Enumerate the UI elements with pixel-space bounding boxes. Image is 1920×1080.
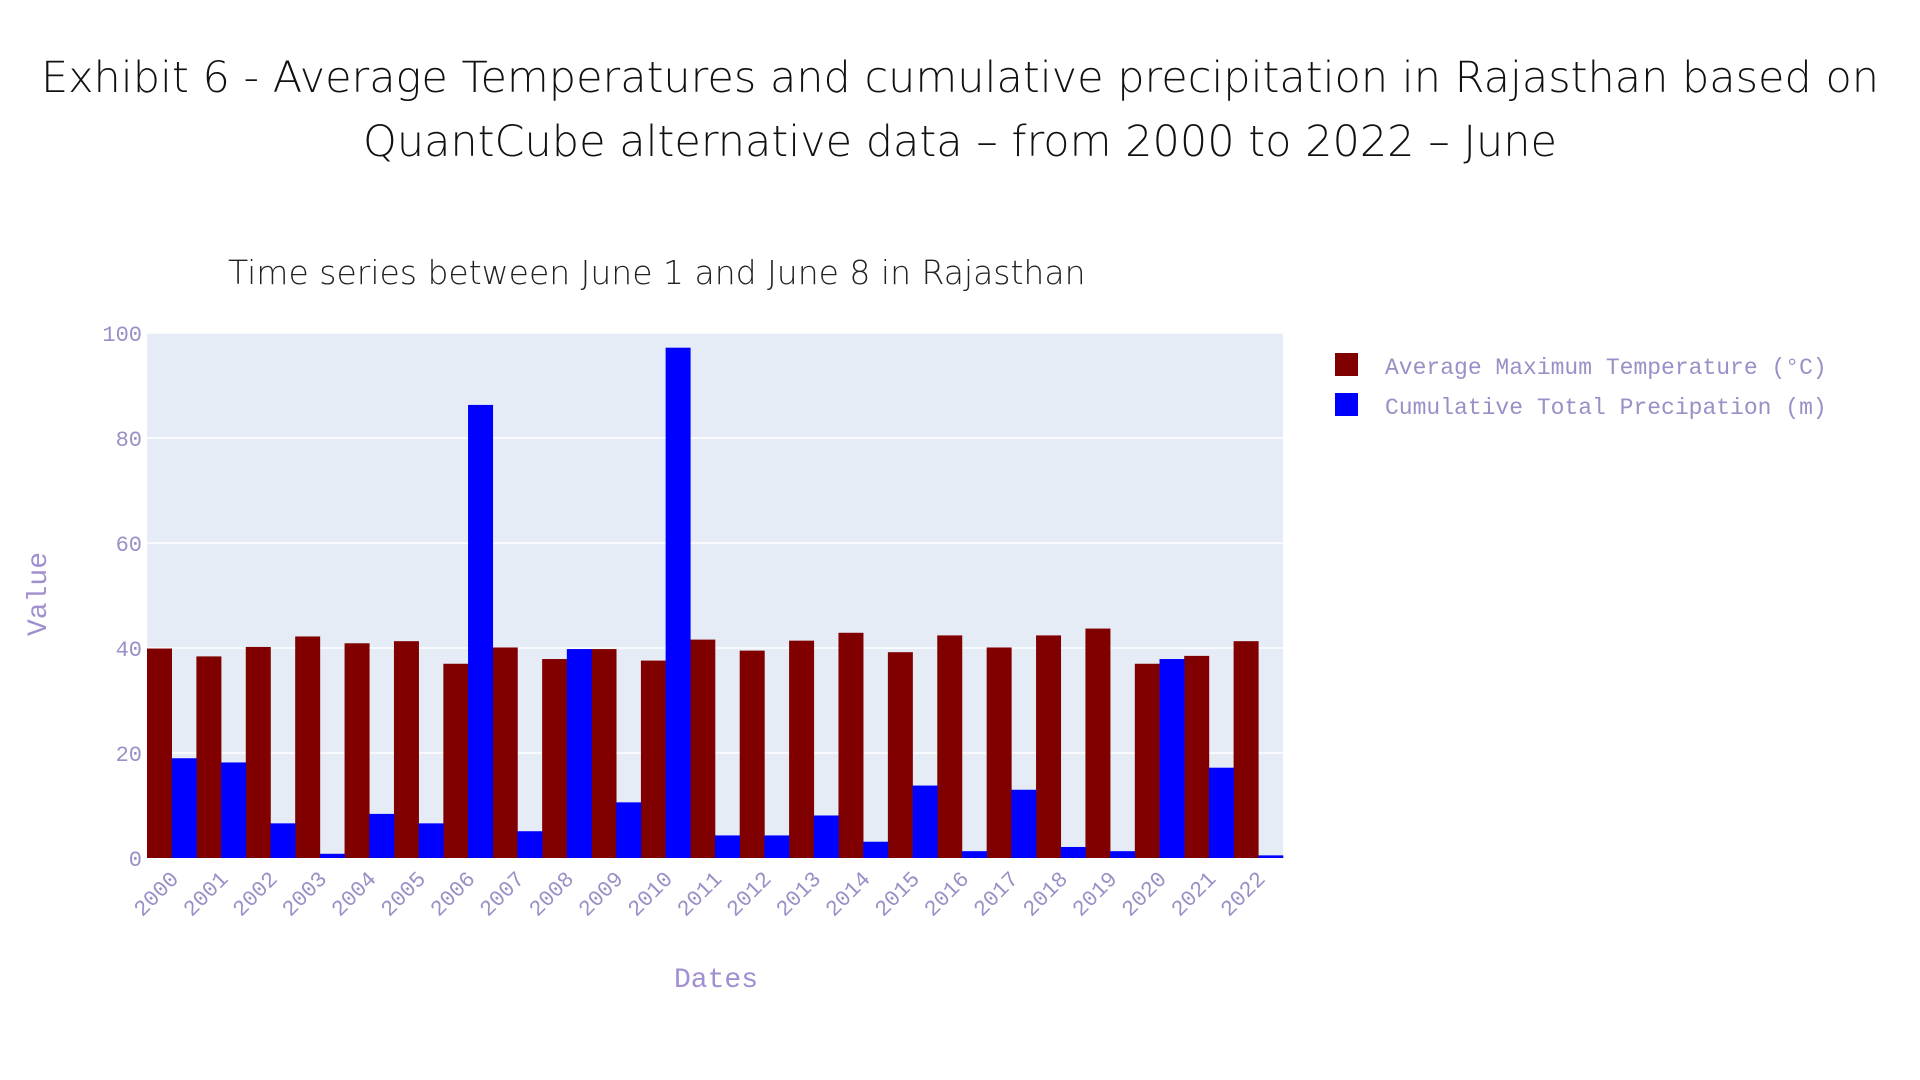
y-tick-label: 100	[102, 323, 142, 348]
x-tick-label: 2013	[772, 867, 827, 922]
y-tick-label: 60	[116, 533, 142, 558]
bar-temperature-2019	[1085, 628, 1111, 858]
bar-temperature-2020	[1134, 663, 1160, 858]
bar-precipitation-2009	[616, 802, 642, 858]
x-tick-label: 2020	[1117, 867, 1172, 922]
bar-temperature-2002	[245, 646, 271, 858]
x-tick-label: 2006	[426, 867, 481, 922]
y-tick-label: 20	[116, 743, 142, 768]
x-axis-label: Dates	[674, 965, 758, 996]
x-tick-label: 2010	[624, 867, 679, 922]
bar-precipitation-2019	[1110, 851, 1136, 858]
bar-precipitation-2018	[1060, 846, 1086, 858]
bar-precipitation-2022	[1258, 855, 1284, 858]
bar-temperature-2021	[1184, 655, 1210, 858]
bar-precipitation-2004	[369, 813, 395, 858]
bar-temperature-2005	[393, 641, 419, 858]
x-tick-label: 2017	[969, 867, 1024, 922]
legend-item-precipitation[interactable]: Cumulative Total Precipation (m)	[1335, 393, 1827, 421]
y-tick-label: 80	[116, 428, 142, 453]
bar-temperature-2009	[591, 649, 617, 858]
bar-temperature-2016	[937, 635, 963, 858]
bar-temperature-2004	[344, 643, 370, 858]
x-tick-label: 2021	[1167, 867, 1222, 922]
bar-temperature-2000	[147, 648, 172, 858]
x-tick-label: 2019	[1068, 867, 1123, 922]
x-tick-label: 2003	[278, 867, 333, 922]
bar-precipitation-2001	[221, 762, 247, 858]
y-axis-ticks: 0 20 40 60 80 100	[102, 323, 142, 873]
bar-precipitation-2005	[418, 823, 444, 858]
bar-precipitation-2014	[863, 841, 889, 858]
x-tick-label: 2011	[673, 867, 728, 922]
bar-temperature-2003	[295, 636, 321, 858]
bar-temperature-2013	[789, 640, 815, 858]
bar-temperature-2018	[1036, 635, 1062, 858]
x-axis-ticks: 2000200120022003200420052006200720082009…	[130, 867, 1272, 922]
bar-precipitation-2007	[517, 831, 543, 858]
y-axis-label: Value	[24, 552, 55, 636]
bar-precipitation-2013	[813, 815, 839, 858]
x-tick-label: 2002	[228, 867, 283, 922]
legend-label: Cumulative Total Precipation (m)	[1385, 395, 1827, 421]
bar-temperature-2017	[986, 647, 1012, 858]
x-tick-label: 2014	[821, 867, 876, 922]
legend-label: Average Maximum Temperature (°C)	[1385, 355, 1827, 381]
bar-temperature-2022	[1233, 641, 1259, 858]
y-tick-label: 0	[129, 848, 142, 873]
bar-temperature-2006	[443, 663, 469, 858]
bar-precipitation-2017	[1011, 789, 1037, 858]
bar-temperature-2001	[196, 656, 222, 858]
bar-temperature-2007	[492, 647, 518, 858]
y-tick-label: 40	[116, 638, 142, 663]
bar-precipitation-2010	[665, 347, 691, 858]
bar-temperature-2008	[542, 659, 568, 858]
x-tick-label: 2000	[130, 867, 185, 922]
x-tick-label: 2016	[920, 867, 975, 922]
bar-precipitation-2021	[1208, 767, 1234, 858]
x-tick-label: 2007	[475, 867, 530, 922]
legend-swatch	[1335, 353, 1358, 376]
x-tick-label: 2005	[377, 867, 432, 922]
exhibit-title: Exhibit 6 - Average Temperatures and cum…	[0, 46, 1920, 174]
legend-item-temperature[interactable]: Average Maximum Temperature (°C)	[1335, 353, 1827, 381]
bar-precipitation-2015	[912, 785, 938, 858]
bar-precipitation-2003	[319, 853, 345, 858]
bar-temperature-2012	[739, 650, 765, 858]
exhibit-title-line-2: QuantCube alternative data – from 2000 t…	[362, 117, 1558, 167]
bar-temperature-2010	[640, 660, 666, 858]
bar-precipitation-2011	[715, 835, 740, 858]
x-tick-label: 2022	[1216, 867, 1271, 922]
bar-precipitation-2002	[270, 823, 296, 858]
bar-precipitation-2020	[1159, 659, 1185, 858]
bar-temperature-2011	[690, 639, 716, 858]
bar-temperature-2014	[838, 632, 864, 858]
bar-precipitation-2006	[468, 404, 494, 858]
x-tick-label: 2012	[722, 867, 777, 922]
x-tick-label: 2008	[525, 867, 580, 922]
bar-precipitation-2016	[961, 851, 987, 858]
x-tick-label: 2018	[1019, 867, 1074, 922]
bars	[147, 347, 1284, 858]
exhibit-title-line-1: Exhibit 6 - Average Temperatures and cum…	[40, 53, 1880, 103]
x-tick-label: 2001	[179, 867, 234, 922]
bar-precipitation-2008	[566, 649, 592, 858]
legend-swatch	[1335, 393, 1358, 416]
x-tick-label: 2004	[327, 867, 382, 922]
bar-temperature-2015	[887, 652, 913, 858]
x-tick-label: 2015	[870, 867, 925, 922]
bar-precipitation-2000	[171, 758, 197, 858]
legend[interactable]: Average Maximum Temperature (°C) Cumulati…	[1335, 353, 1827, 421]
x-tick-label: 2009	[574, 867, 629, 922]
chart-title: Time series between June 1 and June 8 in…	[228, 253, 1085, 292]
bar-precipitation-2012	[764, 835, 790, 858]
